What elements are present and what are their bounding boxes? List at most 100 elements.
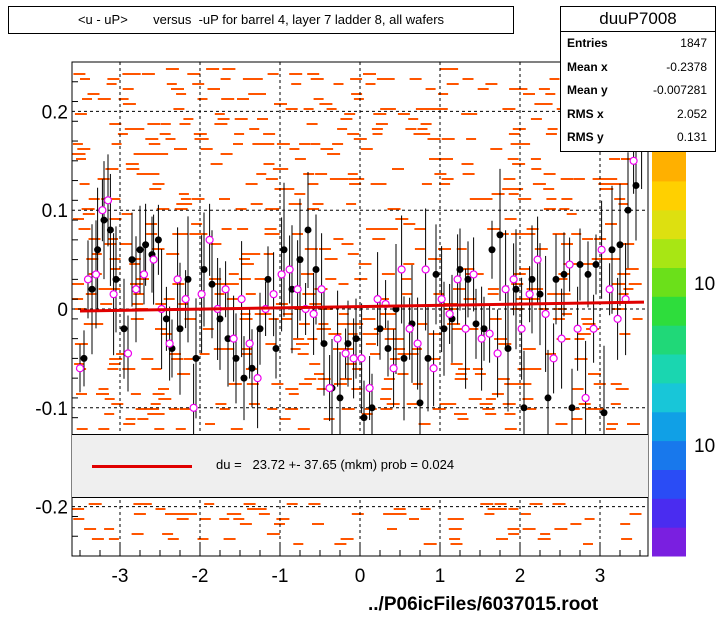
hist-cell — [612, 283, 626, 285]
hist-cell — [605, 223, 617, 225]
hist-cell — [228, 513, 242, 515]
hist-cell — [129, 263, 141, 265]
hist-cell — [293, 543, 304, 545]
hist-cell — [511, 283, 524, 285]
hist-cell — [428, 258, 442, 260]
hist-cell — [333, 238, 344, 240]
hist-cell — [574, 358, 588, 360]
hist-cell — [462, 78, 474, 80]
hist-cell — [540, 533, 551, 535]
hist-cell — [223, 538, 236, 540]
pink-point — [173, 275, 182, 284]
black-point — [240, 374, 248, 382]
hist-cell — [192, 83, 205, 85]
pink-point — [245, 339, 254, 348]
file-path-label: ../P06icFiles/6037015.root — [368, 594, 599, 615]
hist-cell — [474, 373, 486, 375]
pink-point — [131, 285, 141, 294]
hist-cell — [104, 528, 115, 530]
hist-cell — [98, 288, 112, 290]
hist-cell — [199, 353, 210, 355]
x-tick-label: -1 — [272, 566, 289, 587]
hist-cell — [433, 293, 445, 295]
hist-cell — [452, 518, 464, 520]
black-point — [504, 345, 512, 353]
hist-cell — [466, 138, 477, 140]
hist-cell — [370, 353, 380, 355]
hist-cell — [108, 538, 119, 540]
palette-cell — [652, 527, 686, 557]
hist-cell — [623, 288, 634, 290]
hist-cell — [380, 398, 392, 400]
hist-cell — [604, 183, 615, 185]
hist-cell — [439, 68, 450, 70]
hist-cell — [438, 93, 449, 95]
hist-cell — [522, 348, 536, 350]
hist-cell — [189, 233, 202, 235]
hist-cell — [585, 408, 598, 410]
hist-cell — [169, 353, 181, 355]
hist-cell — [627, 423, 640, 425]
hist-cell — [387, 528, 397, 530]
hist-cell — [347, 333, 358, 335]
black-point — [248, 364, 256, 372]
hist-cell — [184, 318, 196, 320]
hist-cell — [264, 233, 275, 235]
hist-cell — [72, 283, 84, 285]
x-tick-label: 0 — [355, 566, 366, 587]
hist-cell — [344, 113, 356, 115]
hist-cell — [581, 318, 593, 320]
hist-cell — [337, 128, 348, 130]
hist-cell — [428, 333, 442, 335]
hist-cell — [228, 383, 242, 385]
black-point — [272, 345, 280, 353]
hist-cell — [573, 178, 585, 180]
hist-cell — [628, 283, 642, 285]
hist-cell — [415, 228, 425, 230]
pink-point — [149, 255, 158, 264]
pink-point — [309, 309, 318, 319]
hist-cell — [263, 253, 274, 255]
hist-cell — [312, 523, 324, 525]
pink-point — [581, 393, 590, 403]
x-tick-label: 1 — [435, 566, 446, 587]
hist-cell — [518, 143, 531, 145]
hist-cell — [383, 108, 396, 110]
pink-point — [573, 324, 582, 333]
pink-point — [277, 270, 286, 279]
hist-cell — [293, 338, 305, 340]
hist-cell — [610, 383, 622, 385]
hist-cell — [279, 418, 291, 420]
pink-point — [413, 339, 422, 348]
hist-cell — [327, 153, 341, 155]
stats-row-mean-x: Mean x -0.2378 — [567, 59, 707, 74]
hist-cell — [561, 198, 573, 200]
black-point — [520, 404, 528, 412]
pink-point — [205, 235, 214, 244]
hist-cell — [240, 263, 254, 265]
hist-cell — [82, 213, 95, 215]
hist-cell — [569, 263, 581, 265]
hist-cell — [532, 183, 546, 185]
hist-cell — [265, 178, 278, 180]
hist-cell — [417, 128, 428, 130]
pink-point — [605, 285, 614, 294]
hist-cell — [238, 278, 251, 280]
hist-cell — [97, 98, 111, 100]
fit-legend: du = 23.72 +- 37.65 (mkm) prob = 0.024 — [72, 434, 648, 498]
black-point — [192, 354, 200, 362]
hist-cell — [155, 508, 166, 510]
hist-cell — [131, 533, 144, 535]
hist-cell — [516, 88, 528, 90]
hist-cell — [436, 108, 448, 110]
hist-cell — [141, 358, 154, 360]
y-tick-label: 0 — [57, 300, 68, 321]
pink-point — [453, 275, 462, 284]
hist-cell — [538, 88, 550, 90]
pink-point — [123, 349, 133, 358]
hist-cell — [427, 138, 441, 140]
hist-cell — [381, 388, 393, 390]
hist-cell — [629, 513, 642, 515]
black-point — [352, 335, 360, 343]
hist-cell — [394, 348, 405, 350]
